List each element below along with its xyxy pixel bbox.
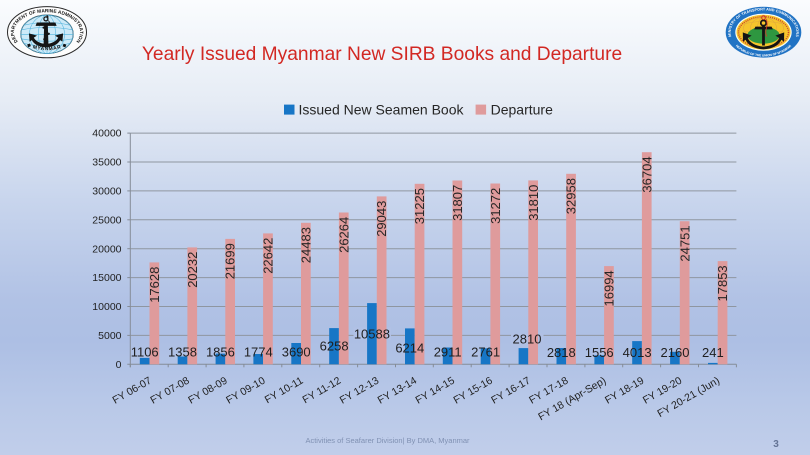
svg-text:FY 16-17: FY 16-17 xyxy=(489,375,532,407)
svg-text:10000: 10000 xyxy=(92,301,121,313)
svg-text:241: 241 xyxy=(702,345,724,360)
svg-text:24483: 24483 xyxy=(299,227,314,263)
svg-text:FY 08-09: FY 08-09 xyxy=(186,375,229,407)
svg-text:31272: 31272 xyxy=(488,188,503,224)
svg-text:26264: 26264 xyxy=(336,217,351,253)
svg-text:FY 10-11: FY 10-11 xyxy=(263,375,306,407)
svg-text:32958: 32958 xyxy=(564,178,579,214)
svg-text:29043: 29043 xyxy=(374,201,389,237)
svg-text:25000: 25000 xyxy=(92,214,121,226)
svg-text:15000: 15000 xyxy=(92,272,121,284)
svg-text:36704: 36704 xyxy=(639,156,654,192)
svg-text:4013: 4013 xyxy=(623,345,652,360)
svg-text:FY 07-08: FY 07-08 xyxy=(148,375,191,407)
svg-text:2818: 2818 xyxy=(547,345,576,360)
svg-text:FY 11-12: FY 11-12 xyxy=(301,375,344,407)
svg-text:20000: 20000 xyxy=(92,243,121,255)
svg-text:1856: 1856 xyxy=(206,345,235,360)
svg-text:31807: 31807 xyxy=(450,185,465,221)
svg-text:FY 06-07: FY 06-07 xyxy=(110,375,153,407)
svg-text:6214: 6214 xyxy=(395,341,424,356)
svg-text:FY 15-16: FY 15-16 xyxy=(451,375,494,407)
svg-text:5000: 5000 xyxy=(98,330,122,342)
svg-text:35000: 35000 xyxy=(92,157,121,169)
svg-text:17628: 17628 xyxy=(147,267,162,303)
svg-text:22642: 22642 xyxy=(261,238,276,274)
svg-text:31225: 31225 xyxy=(412,188,427,224)
svg-text:1774: 1774 xyxy=(244,345,273,360)
svg-text:2761: 2761 xyxy=(471,345,500,360)
svg-text:1106: 1106 xyxy=(131,345,159,360)
svg-text:10588: 10588 xyxy=(354,326,390,341)
svg-text:FY 13-14: FY 13-14 xyxy=(376,375,419,407)
svg-text:31810: 31810 xyxy=(526,185,541,221)
svg-text:20232: 20232 xyxy=(185,252,200,288)
svg-text:21699: 21699 xyxy=(223,243,238,279)
svg-text:3690: 3690 xyxy=(282,345,311,360)
svg-text:24751: 24751 xyxy=(677,225,692,261)
svg-text:FY 18-19: FY 18-19 xyxy=(603,375,646,407)
svg-text:FY 14-15: FY 14-15 xyxy=(414,375,457,407)
svg-text:FY 18 (Apr-Sep): FY 18 (Apr-Sep) xyxy=(536,375,608,424)
svg-text:1556: 1556 xyxy=(585,345,614,360)
svg-text:2911: 2911 xyxy=(434,345,462,360)
svg-text:Issued New Seamen Book: Issued New Seamen Book xyxy=(299,101,465,117)
svg-text:FY 09-10: FY 09-10 xyxy=(224,375,267,407)
svg-text:16994: 16994 xyxy=(602,270,617,306)
svg-text:30000: 30000 xyxy=(92,186,121,198)
svg-text:FY 12-13: FY 12-13 xyxy=(338,375,381,407)
svg-text:17853: 17853 xyxy=(715,265,730,301)
svg-text:1358: 1358 xyxy=(168,345,197,360)
svg-text:0: 0 xyxy=(116,359,122,371)
svg-text:2160: 2160 xyxy=(661,345,690,360)
svg-text:6258: 6258 xyxy=(320,339,349,354)
svg-text:40000: 40000 xyxy=(92,128,121,140)
svg-text:2810: 2810 xyxy=(513,332,542,347)
svg-text:Departure: Departure xyxy=(491,101,553,117)
